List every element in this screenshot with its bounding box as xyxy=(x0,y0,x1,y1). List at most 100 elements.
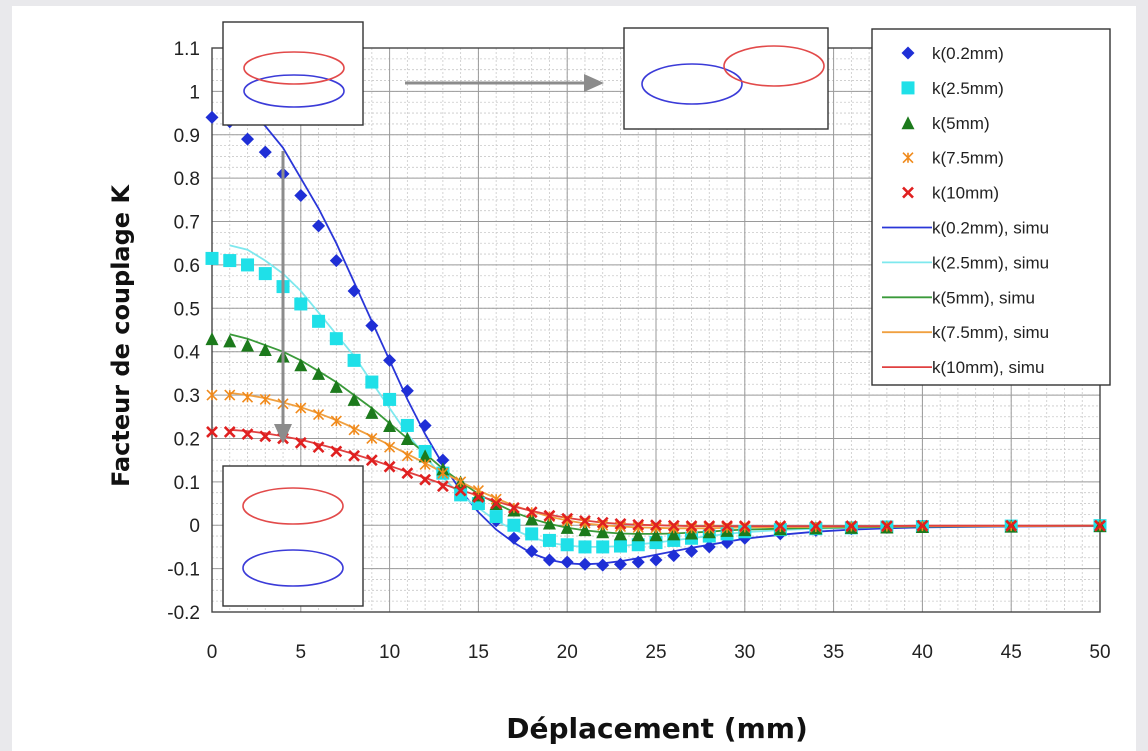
data-point xyxy=(241,258,255,272)
y-axis-label: Facteur de couplage K xyxy=(107,184,135,487)
data-point xyxy=(507,531,521,545)
data-point xyxy=(383,460,396,473)
data-point xyxy=(383,418,397,432)
data-point xyxy=(614,518,627,530)
legend-swatch xyxy=(902,186,914,199)
data-point xyxy=(348,424,360,436)
data-point xyxy=(259,393,271,405)
data-point xyxy=(685,520,698,533)
data-point xyxy=(365,405,379,419)
data-point xyxy=(366,432,378,445)
data-point xyxy=(561,512,574,525)
data-point xyxy=(365,319,379,333)
legend-label: k(0.2mm) xyxy=(932,44,1004,63)
data-point xyxy=(578,557,592,571)
data-point xyxy=(241,391,254,403)
series-layer xyxy=(205,97,1107,572)
data-point xyxy=(738,520,751,533)
x-tick-label: 15 xyxy=(468,642,489,663)
data-point xyxy=(578,540,592,554)
data-point xyxy=(649,528,663,542)
legend-swatch xyxy=(901,116,915,130)
data-point xyxy=(579,514,591,527)
x-tick-label: 50 xyxy=(1089,642,1110,663)
legend-label: k(10mm), simu xyxy=(932,358,1044,377)
data-point xyxy=(596,525,610,539)
inset-box xyxy=(222,465,364,607)
data-point xyxy=(347,284,361,298)
x-tick-label: 0 xyxy=(207,642,218,663)
red-coil xyxy=(242,487,344,525)
blue-coil xyxy=(243,74,345,108)
data-point xyxy=(703,520,716,533)
data-point xyxy=(845,520,858,533)
data-point xyxy=(241,132,255,146)
data-point xyxy=(223,334,237,348)
data-point xyxy=(649,553,663,567)
data-point xyxy=(542,553,556,567)
blue-coil xyxy=(641,63,743,105)
data-point xyxy=(667,527,681,541)
data-point xyxy=(560,538,574,552)
data-point xyxy=(613,557,627,571)
legend-label: k(7.5mm) xyxy=(932,149,1004,168)
data-point xyxy=(294,189,308,203)
data-point xyxy=(613,539,627,553)
x-tick-label: 25 xyxy=(645,642,666,663)
data-point xyxy=(206,389,218,401)
data-point xyxy=(560,520,574,534)
data-point xyxy=(774,520,787,533)
data-point xyxy=(383,392,397,406)
data-point xyxy=(508,501,520,514)
y-tick-label: 0.1 xyxy=(174,473,200,494)
data-point xyxy=(294,436,307,449)
data-point xyxy=(312,409,325,421)
data-point xyxy=(330,415,342,427)
data-point xyxy=(223,254,237,268)
data-point xyxy=(348,449,360,462)
legend-swatch xyxy=(901,81,915,95)
data-point xyxy=(329,379,343,393)
data-point xyxy=(525,544,539,558)
y-tick-label: 0.4 xyxy=(174,343,201,364)
x-tick-label: 45 xyxy=(1001,642,1022,663)
data-point xyxy=(650,519,662,532)
data-point xyxy=(330,445,343,458)
data-point xyxy=(258,343,272,357)
data-point xyxy=(454,484,467,497)
data-point xyxy=(418,418,432,432)
y-tick-label: 0.6 xyxy=(174,256,200,277)
data-point xyxy=(489,510,503,524)
data-point xyxy=(312,219,326,233)
data-point xyxy=(631,528,645,542)
data-point xyxy=(1094,519,1106,532)
data-point xyxy=(436,480,449,493)
data-point xyxy=(667,549,681,563)
red-coil xyxy=(243,51,345,85)
data-point xyxy=(205,332,219,346)
data-point xyxy=(241,338,255,352)
data-point xyxy=(721,520,733,533)
vertical-gap-arrow-head xyxy=(274,424,292,444)
data-point xyxy=(560,555,574,569)
x-tick-label: 20 xyxy=(557,642,578,663)
data-point xyxy=(401,467,414,480)
data-point xyxy=(525,527,539,541)
overlays xyxy=(222,21,829,607)
data-point xyxy=(436,453,450,467)
x-tick-label: 35 xyxy=(823,642,844,663)
legend-label: k(10mm) xyxy=(932,184,999,203)
data-point xyxy=(880,520,893,533)
data-point xyxy=(223,426,236,438)
legend-swatch xyxy=(901,46,915,60)
legend-label: k(0.2mm), simu xyxy=(932,219,1049,238)
y-tick-label: 0.9 xyxy=(174,126,200,147)
data-point xyxy=(542,533,556,547)
lateral-shift-arrow-head xyxy=(584,74,604,92)
data-point xyxy=(631,555,645,569)
data-point xyxy=(329,254,343,268)
legend-label: k(5mm) xyxy=(932,114,990,133)
data-point xyxy=(596,516,609,529)
data-point xyxy=(454,488,468,502)
red-coil xyxy=(723,45,825,87)
